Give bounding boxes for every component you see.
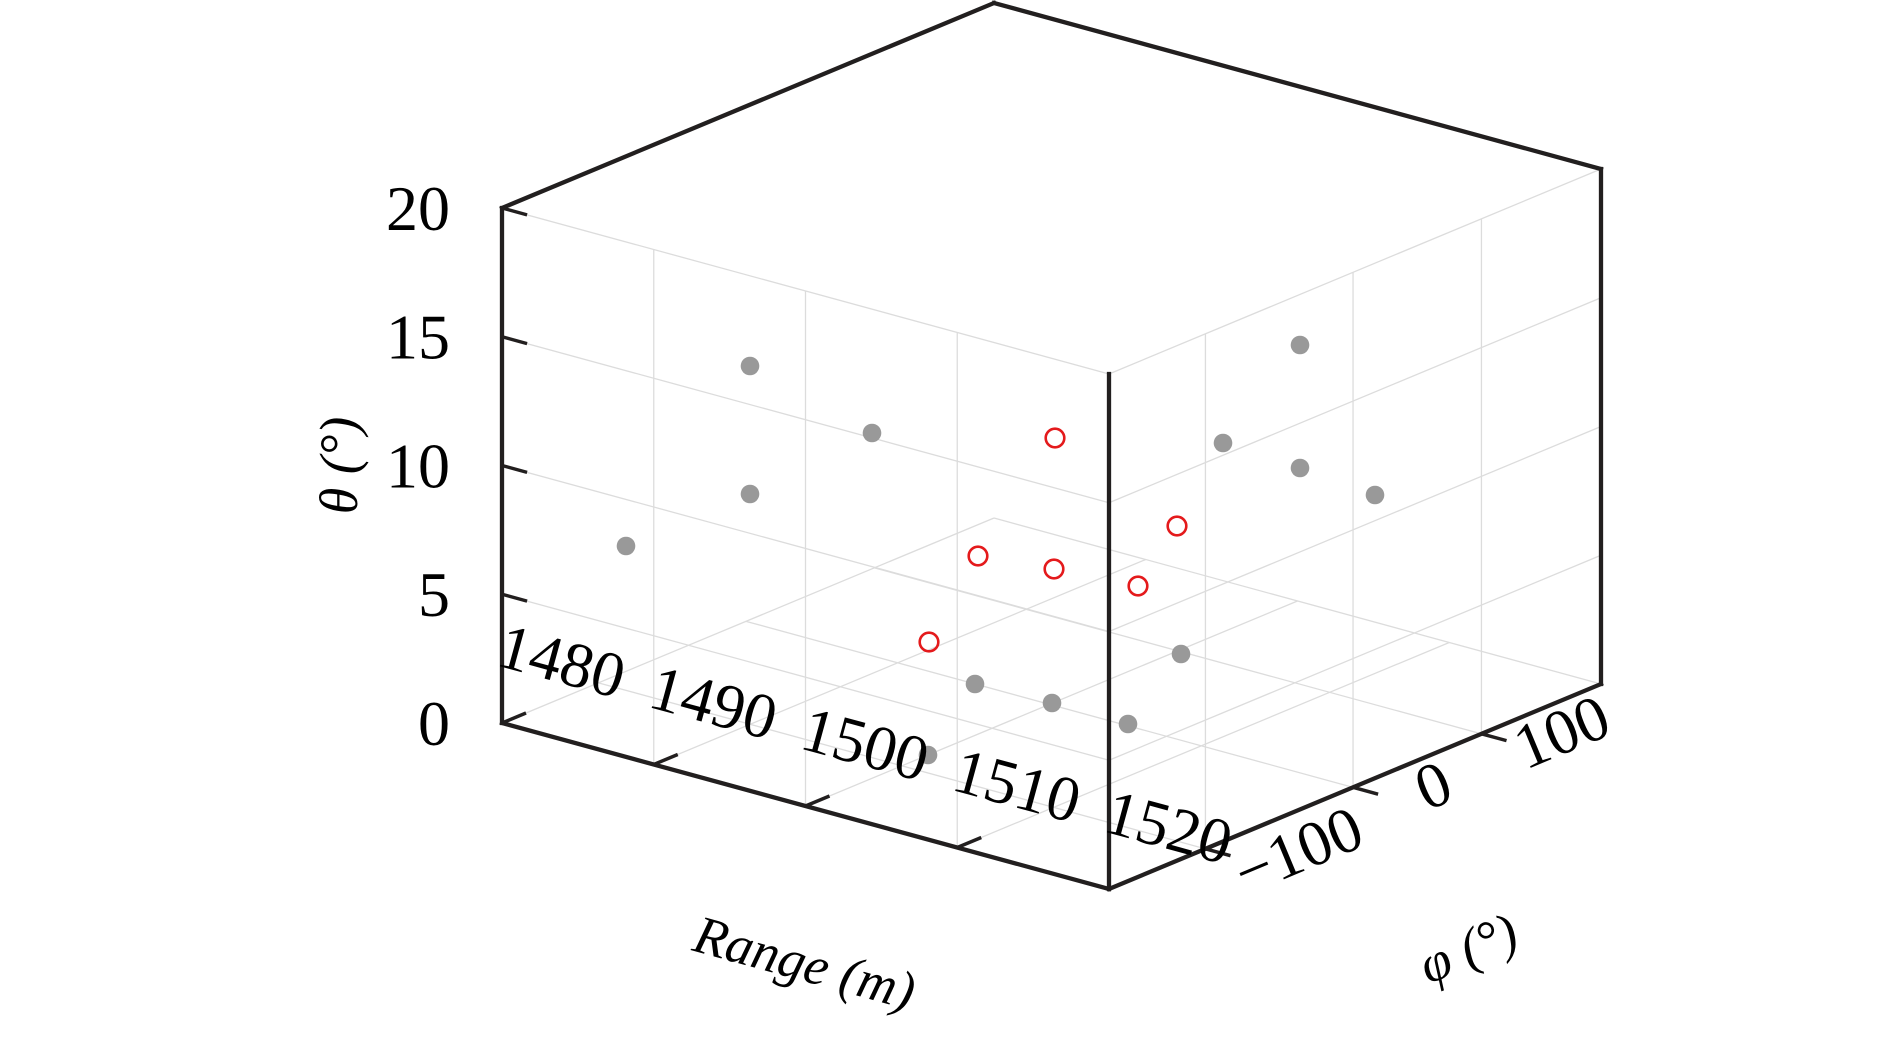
svg-text:1510: 1510 (946, 734, 1088, 836)
svg-text:θ (°): θ (°) (309, 417, 369, 515)
svg-text:1520: 1520 (1098, 776, 1240, 878)
svg-text:20: 20 (386, 173, 450, 244)
svg-text:Range (m): Range (m) (687, 904, 922, 1022)
svg-text:0: 0 (1405, 746, 1462, 824)
svg-text:1500: 1500 (794, 693, 936, 795)
svg-text:φ (°): φ (°) (1410, 901, 1526, 995)
svg-text:100: 100 (1504, 681, 1620, 783)
svg-text:5: 5 (418, 559, 450, 630)
svg-text:10: 10 (386, 430, 450, 501)
svg-text:0: 0 (418, 688, 450, 759)
svg-text:1480: 1480 (491, 610, 633, 712)
svg-text:15: 15 (386, 302, 450, 373)
svg-text:1490: 1490 (643, 651, 785, 753)
